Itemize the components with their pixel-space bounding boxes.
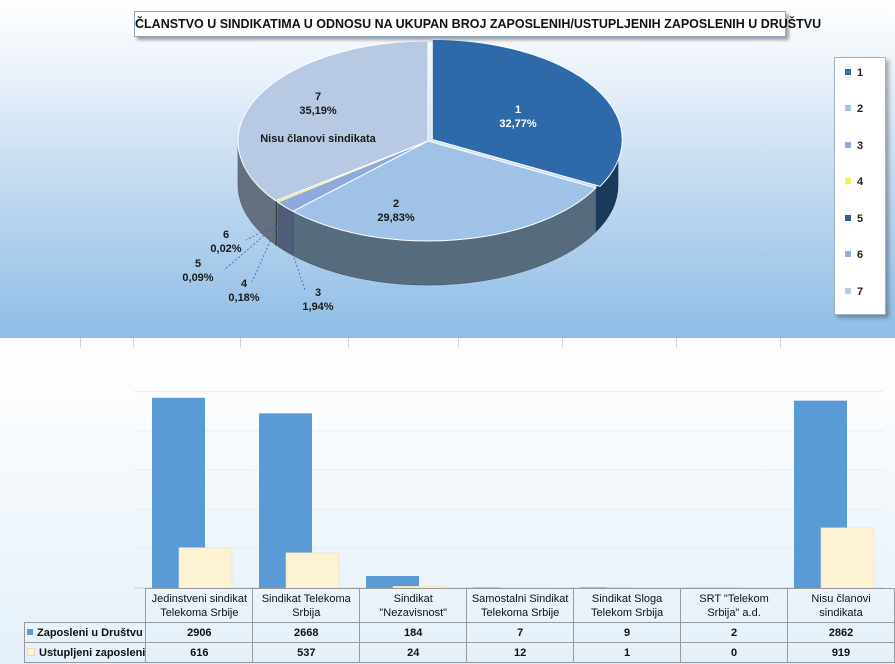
- legend-item-2: 2: [845, 102, 863, 116]
- pie-slice-2: [291, 140, 597, 242]
- legend-swatch-4: [845, 178, 851, 185]
- legend-item-6: 6: [845, 248, 863, 262]
- data-cell: 2906: [145, 622, 254, 643]
- legend-item-1: 1: [845, 66, 863, 80]
- category-label: SRT "Telekom Srbija" a.d.: [680, 588, 788, 623]
- pie-chart-title: ČLANSTVO U SINDIKATIMA U ODNOSU NA UKUPA…: [134, 11, 821, 37]
- pie-slice-7: [237, 40, 429, 202]
- pie-chart-panel: ČLANSTVO U SINDIKATIMA U ODNOSU NA UKUPA…: [0, 0, 895, 338]
- sheet-gridline: [780, 338, 781, 348]
- category-label: Jedinstveni sindikat Telekoma Srbije: [145, 588, 254, 623]
- data-cell: 919: [787, 642, 895, 663]
- sheet-gridline: [562, 338, 563, 348]
- bar-zaposleni-4: [580, 587, 633, 588]
- data-cell: 2668: [252, 622, 361, 643]
- bar-ustupljeni-6: [820, 527, 875, 589]
- legend-swatch-6: [845, 251, 851, 258]
- legend-item-4: 4: [845, 175, 863, 189]
- pie-label-5: 5 0,09%: [182, 258, 214, 284]
- pie-label-7: 7 35,19%: [299, 91, 337, 117]
- legend-swatch-7: [845, 288, 851, 295]
- data-cell: 2862: [787, 622, 895, 643]
- series-key-zaposleni: [27, 628, 33, 635]
- sheet-gridline: [80, 338, 81, 348]
- pie-label-7-annotation: Nisu članovi sindikata: [260, 133, 376, 145]
- bar-chart-data-table: Jedinstveni sindikat Telekoma Srbije Sind…: [23, 588, 895, 663]
- bar-ustupljeni-1: [285, 552, 340, 589]
- pie-legend: 1 2 3 4 5 6 7: [834, 57, 886, 315]
- sheet-gridline: [240, 338, 241, 348]
- category-label: Nisu članovi sindikata: [787, 588, 895, 623]
- data-cell: 1: [573, 642, 682, 663]
- series-name-ustupljeni: Ustupljeni zaposleni: [23, 642, 147, 663]
- legend-swatch-2: [845, 105, 851, 112]
- table-row: Ustupljeni zaposleni 616 537 24 12 1 0 9…: [23, 642, 895, 663]
- data-cell: 24: [359, 642, 468, 663]
- data-cell: 12: [466, 642, 575, 663]
- bar-ustupljeni-3: [499, 586, 554, 589]
- data-cell: 184: [359, 622, 468, 643]
- sheet-gridline: [133, 338, 134, 348]
- data-cell: 9: [573, 622, 682, 643]
- bar-chart: [134, 391, 883, 589]
- sheet-gridline: [676, 338, 677, 348]
- pie-leader-line-6: [245, 224, 276, 241]
- pie-label-3: 3 1,94%: [302, 287, 334, 313]
- category-label: Samostalni Sindikat Telekoma Srbije: [466, 588, 575, 623]
- data-cell: 616: [145, 642, 254, 663]
- data-cell: 2: [680, 622, 788, 643]
- series-name-zaposleni: Zaposleni u Društvu: [23, 622, 147, 643]
- legend-swatch-3: [845, 142, 851, 149]
- sheet-gridline: [348, 338, 349, 348]
- pie-leader-line-5: [223, 224, 277, 271]
- pie-label-2: 2 29,83%: [377, 198, 415, 224]
- legend-item-5: 5: [845, 212, 863, 226]
- table-corner: [24, 588, 147, 623]
- pie-label-4: 4 0,18%: [228, 278, 260, 304]
- category-label: Sindikat "Nezavisnost": [359, 588, 468, 623]
- bar-ustupljeni-0: [178, 547, 233, 589]
- data-cell: 537: [252, 642, 361, 663]
- legend-swatch-1: [845, 69, 851, 76]
- category-label: Sindikat Telekoma Srbija: [252, 588, 361, 623]
- pie-chart: [223, 38, 623, 291]
- pie-slice-1: [431, 38, 623, 187]
- category-label: Sindikat Sloga Telekom Srbija: [573, 588, 682, 623]
- pie-label-1: 1 32,77%: [499, 104, 537, 130]
- sheet-gridline: [458, 338, 459, 348]
- legend-item-7: 7: [845, 285, 863, 299]
- data-cell: 7: [466, 622, 575, 643]
- table-row: Zaposleni u Društvu 2906 2668 184 7 9 2 …: [23, 622, 895, 643]
- legend-swatch-5: [845, 215, 851, 222]
- legend-item-3: 3: [845, 139, 863, 153]
- pie-label-6: 6 0,02%: [210, 229, 242, 255]
- data-cell: 0: [680, 642, 788, 663]
- series-key-ustupljeni: [27, 647, 35, 656]
- bar-zaposleni-2: [366, 575, 419, 588]
